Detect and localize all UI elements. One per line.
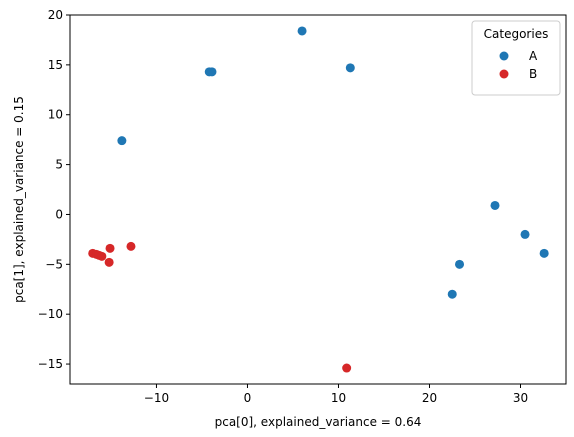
y-tick-label: 5 xyxy=(55,158,63,172)
y-tick-label: −15 xyxy=(38,357,63,371)
points-layer xyxy=(88,26,549,373)
x-tick-label: 30 xyxy=(513,391,528,405)
x-axis-label: pca[0], explained_variance = 0.64 xyxy=(215,415,422,429)
plot-frame xyxy=(69,14,567,385)
y-tick-label: −5 xyxy=(45,257,63,271)
legend-entries: AB xyxy=(499,49,538,81)
data-point-a xyxy=(490,200,500,210)
data-point-b xyxy=(105,243,115,253)
x-tick-label: 0 xyxy=(244,391,252,405)
data-point-a xyxy=(297,26,307,36)
x-axis-ticks: −10 0 10 20 30 xyxy=(144,384,528,405)
legend-label-a: A xyxy=(529,49,538,63)
data-point-b xyxy=(126,241,136,251)
y-axis-label: pca[1], explained_variance = 0.15 xyxy=(12,96,26,303)
data-point-a xyxy=(117,136,127,146)
legend-title: Categories xyxy=(484,27,549,41)
legend-label-b: B xyxy=(529,67,537,81)
data-point-b xyxy=(104,257,114,267)
x-tick-label: −10 xyxy=(144,391,169,405)
data-point-a xyxy=(539,248,549,258)
legend-box xyxy=(471,20,561,96)
y-tick-label: 15 xyxy=(48,58,63,72)
data-point-a xyxy=(447,289,457,299)
x-tick-label: 20 xyxy=(422,391,437,405)
legend-marker-a xyxy=(499,51,509,61)
y-tick-label: 20 xyxy=(48,8,63,22)
y-tick-label: −10 xyxy=(38,307,63,321)
data-point-a xyxy=(345,63,355,73)
data-point-a xyxy=(455,259,465,269)
data-point-a xyxy=(207,67,217,77)
data-point-a xyxy=(520,229,530,239)
data-point-b xyxy=(97,251,107,261)
data-point-b xyxy=(342,363,352,373)
y-axis-ticks: −15 −10 −5 0 5 10 15 20 xyxy=(38,8,70,371)
legend: Categories AB xyxy=(471,20,561,96)
y-tick-label: 10 xyxy=(48,108,63,122)
legend-marker-b xyxy=(499,69,509,79)
x-tick-label: 10 xyxy=(331,391,346,405)
y-tick-label: 0 xyxy=(55,207,63,221)
